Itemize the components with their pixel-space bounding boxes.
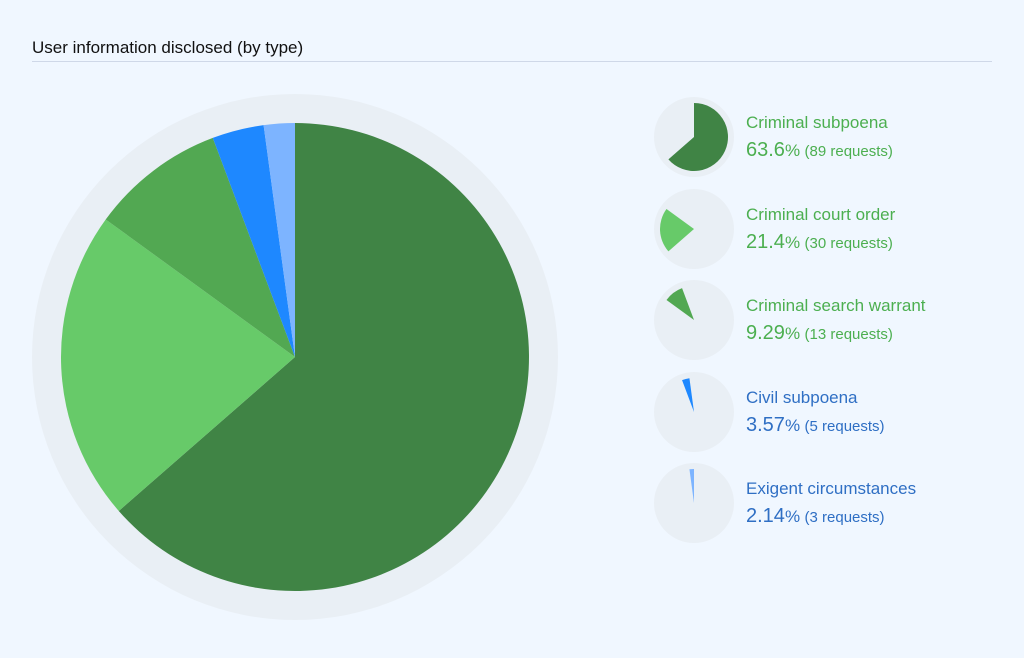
pie-slice-3	[212, 125, 295, 358]
legend-percent: 9.29	[746, 322, 785, 344]
legend-percent: 21.4	[746, 230, 785, 253]
title-divider	[32, 61, 992, 62]
legend-label: Criminal search warrant	[746, 296, 926, 315]
legend-percent: 2.14	[746, 505, 785, 527]
legend-item: Criminal subpoena 63.6% (89 requests)	[654, 97, 1014, 189]
legend: Criminal subpoena 63.6% (89 requests) Crim…	[654, 97, 1014, 555]
mini-pie-chart	[654, 280, 734, 360]
legend-item: Criminal search warrant 9.29% (13 request…	[654, 280, 1014, 372]
mini-pie-chart	[654, 371, 734, 452]
main-pie-chart	[32, 94, 558, 620]
chart-title: User information disclosed (by type)	[32, 38, 304, 57]
mini-pie-slice-4	[689, 469, 694, 503]
pie-slice-0	[118, 123, 529, 591]
legend-label: Exigent circumstances	[746, 479, 917, 498]
legend-percent: 3.57	[746, 413, 785, 436]
legend-percent-sign: %	[784, 324, 801, 343]
mini-pie-chart	[654, 188, 734, 269]
legend-label: Criminal court order	[746, 204, 896, 224]
mini-pie-slice-2	[666, 288, 694, 320]
legend-text: Civil subpoena 3.57% (5 requests)	[746, 388, 885, 438]
legend-requests: (3 requests)	[804, 509, 885, 526]
mini-pie-slice-1	[660, 208, 694, 251]
mini-pie-slice-3	[682, 377, 694, 412]
legend-item: Criminal court order 21.4% (30 requests)	[654, 188, 1014, 281]
legend-requests: (13 requests)	[804, 326, 893, 343]
mini-pie-chart	[654, 97, 734, 177]
legend-value: 21.4% (30 requests)	[746, 231, 895, 255]
legend-value: 2.14% (3 requests)	[746, 505, 916, 529]
legend-item: Civil subpoena 3.57% (5 requests)	[654, 371, 1014, 464]
mini-pie-chart	[654, 463, 734, 543]
legend-percent-sign: %	[784, 415, 801, 435]
legend-value: 9.29% (13 requests)	[746, 322, 926, 346]
legend-label: Civil subpoena	[746, 387, 858, 407]
legend-percent-sign: %	[784, 507, 801, 526]
pie-slice-1	[60, 219, 296, 511]
legend-text: Criminal search warrant 9.29% (13 request…	[746, 296, 926, 346]
legend-text: Exigent circumstances 2.14% (3 requests)	[746, 479, 916, 529]
legend-requests: (30 requests)	[804, 234, 893, 252]
legend-text: Criminal court order 21.4% (30 requests)	[746, 205, 895, 255]
legend-percent-sign: %	[784, 141, 801, 160]
legend-label: Criminal subpoena	[746, 113, 888, 132]
legend-percent: 63.6	[746, 139, 785, 161]
mini-pie-slice-0	[668, 103, 729, 171]
pie-slice-4	[263, 123, 295, 357]
legend-item: Exigent circumstances 2.14% (3 requests)	[654, 463, 1014, 555]
legend-value: 63.6% (89 requests)	[746, 139, 893, 163]
legend-text: Criminal subpoena 63.6% (89 requests)	[746, 113, 893, 163]
legend-requests: (89 requests)	[804, 143, 893, 160]
legend-requests: (5 requests)	[804, 417, 885, 435]
legend-percent-sign: %	[784, 232, 801, 252]
legend-value: 3.57% (5 requests)	[746, 414, 885, 438]
pie-slice-2	[105, 137, 295, 357]
